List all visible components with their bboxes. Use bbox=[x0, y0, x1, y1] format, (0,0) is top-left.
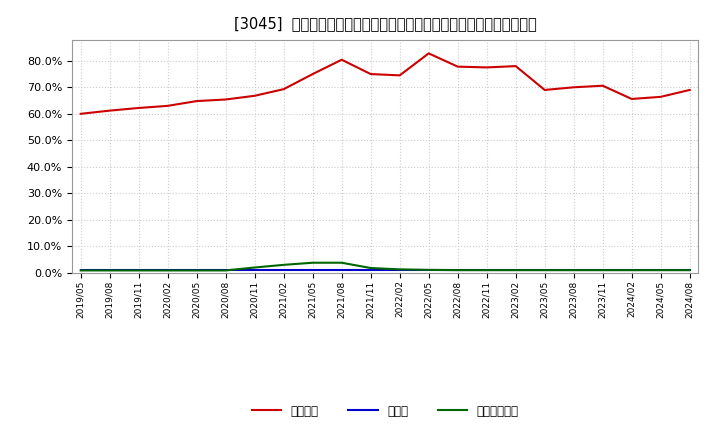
繰延税金資産 bbox=[454, 268, 462, 273]
自己資本 bbox=[570, 84, 578, 90]
のれん bbox=[135, 268, 143, 273]
自己資本 bbox=[76, 111, 85, 117]
自己資本 bbox=[657, 94, 665, 99]
繰延税金資産 bbox=[685, 268, 694, 273]
のれん bbox=[163, 268, 172, 273]
繰延税金資産 bbox=[424, 267, 433, 272]
自己資本 bbox=[105, 108, 114, 113]
Line: 自己資本: 自己資本 bbox=[81, 53, 690, 114]
自己資本 bbox=[424, 51, 433, 56]
繰延税金資産 bbox=[163, 268, 172, 273]
のれん bbox=[570, 268, 578, 273]
自己資本 bbox=[279, 87, 288, 92]
のれん bbox=[511, 268, 520, 273]
自己資本 bbox=[135, 105, 143, 110]
繰延税金資産 bbox=[395, 267, 404, 272]
のれん bbox=[76, 268, 85, 273]
のれん bbox=[627, 268, 636, 273]
繰延税金資産 bbox=[279, 262, 288, 268]
のれん bbox=[366, 268, 375, 273]
繰延税金資産 bbox=[192, 268, 201, 273]
繰延税金資産 bbox=[598, 268, 607, 273]
のれん bbox=[454, 268, 462, 273]
繰延税金資産 bbox=[570, 268, 578, 273]
繰延税金資産 bbox=[221, 268, 230, 273]
自己資本 bbox=[454, 64, 462, 69]
自己資本 bbox=[511, 63, 520, 69]
自己資本 bbox=[541, 87, 549, 92]
のれん bbox=[598, 268, 607, 273]
繰延税金資産 bbox=[105, 268, 114, 273]
のれん bbox=[279, 268, 288, 273]
自己資本 bbox=[251, 93, 259, 99]
のれん bbox=[338, 268, 346, 273]
Title: [3045]  自己資本、のれん、繰延税金資産の総資産に対する比率の推移: [3045] 自己資本、のれん、繰延税金資産の総資産に対する比率の推移 bbox=[234, 16, 536, 32]
のれん bbox=[685, 268, 694, 273]
自己資本 bbox=[627, 96, 636, 102]
のれん bbox=[221, 268, 230, 273]
自己資本 bbox=[685, 87, 694, 92]
のれん bbox=[251, 268, 259, 273]
のれん bbox=[657, 268, 665, 273]
繰延税金資産 bbox=[541, 268, 549, 273]
自己資本 bbox=[163, 103, 172, 109]
自己資本 bbox=[366, 71, 375, 77]
自己資本 bbox=[338, 57, 346, 62]
自己資本 bbox=[395, 73, 404, 78]
のれん bbox=[424, 268, 433, 273]
繰延税金資産 bbox=[511, 268, 520, 273]
自己資本 bbox=[308, 71, 317, 77]
のれん bbox=[105, 268, 114, 273]
のれん bbox=[395, 268, 404, 273]
自己資本 bbox=[598, 83, 607, 88]
繰延税金資産 bbox=[135, 268, 143, 273]
繰延税金資産 bbox=[366, 265, 375, 271]
繰延税金資産 bbox=[251, 265, 259, 270]
繰延税金資産 bbox=[627, 268, 636, 273]
のれん bbox=[192, 268, 201, 273]
繰延税金資産 bbox=[657, 268, 665, 273]
のれん bbox=[482, 268, 491, 273]
繰延税金資産 bbox=[76, 268, 85, 273]
繰延税金資産 bbox=[308, 260, 317, 265]
Line: 繰延税金資産: 繰延税金資産 bbox=[81, 263, 690, 271]
繰延税金資産 bbox=[482, 268, 491, 273]
自己資本 bbox=[192, 99, 201, 104]
繰延税金資産 bbox=[338, 260, 346, 265]
のれん bbox=[541, 268, 549, 273]
Legend: 自己資本, のれん, 繰延税金資産: 自己資本, のれん, 繰延税金資産 bbox=[247, 400, 523, 422]
自己資本 bbox=[221, 97, 230, 102]
のれん bbox=[308, 268, 317, 273]
自己資本 bbox=[482, 65, 491, 70]
